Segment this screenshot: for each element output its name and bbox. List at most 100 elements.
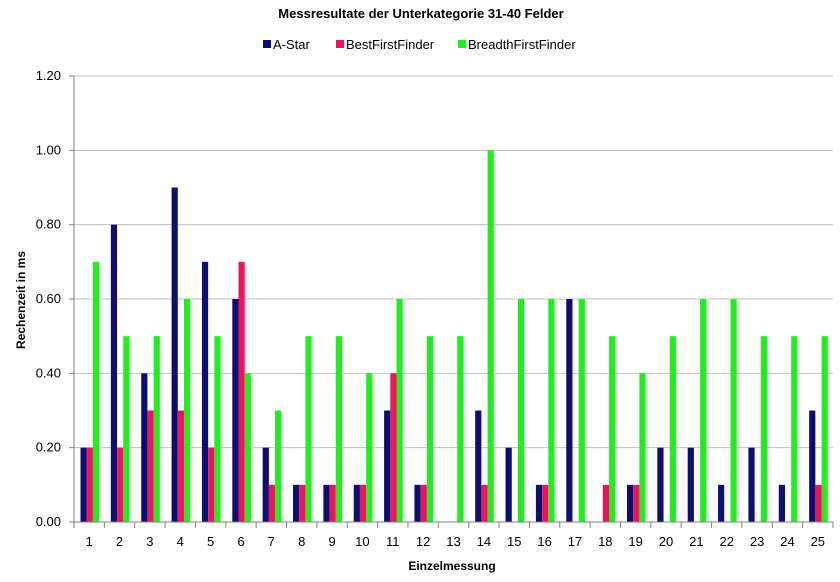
x-tick-label: 18 — [598, 534, 612, 549]
x-tick-label: 2 — [116, 534, 123, 549]
x-tick-label: 9 — [328, 534, 335, 549]
bar-breadthfirstfinder-18 — [609, 336, 616, 522]
bar-breadthfirstfinder-7 — [275, 410, 282, 522]
bar-a-star-5 — [201, 261, 209, 522]
x-tick-label: 19 — [628, 534, 642, 549]
bar-breadthfirstfinder-4 — [183, 299, 191, 522]
bar-breadthfirstfinder-22 — [730, 299, 737, 522]
x-axis-title: Einzelmessung — [408, 559, 495, 573]
legend-swatch-bestfirstfinder — [336, 40, 344, 48]
bar-bestfirstfinder-7 — [268, 484, 276, 522]
y-tick-label: 0.80 — [36, 217, 61, 232]
bar-a-star-19 — [626, 484, 634, 522]
x-tick-label: 10 — [355, 534, 369, 549]
y-tick-label: 1.20 — [36, 68, 61, 83]
bar-bestfirstfinder-19 — [633, 484, 640, 522]
y-tick-label: 0.40 — [36, 365, 61, 380]
y-tick-label: 0.20 — [36, 440, 61, 455]
bar-a-star-17 — [566, 299, 573, 522]
x-tick-label: 11 — [386, 534, 400, 549]
bar-a-star-4 — [171, 187, 178, 522]
bar-breadthfirstfinder-25 — [821, 336, 828, 522]
y-tick-label: 0.60 — [36, 291, 61, 306]
chart-title: Messresultate der Unterkategorie 31-40 F… — [278, 6, 563, 21]
bar-breadthfirstfinder-15 — [517, 299, 525, 522]
x-tick-label: 20 — [659, 534, 673, 549]
bar-bestfirstfinder-6 — [238, 261, 245, 522]
legend-swatch-breadthfirstfinder — [458, 40, 466, 48]
bar-bestfirstfinder-1 — [86, 447, 93, 522]
bar-a-star-3 — [141, 373, 148, 522]
y-axis-tick-labels: 0.00 0.20 0.40 0.60 0.80 1.00 1.20 — [36, 68, 61, 529]
bar-bestfirstfinder-5 — [208, 447, 215, 522]
bar-breadthfirstfinder-12 — [426, 336, 434, 522]
x-tick-label: 21 — [689, 534, 703, 549]
axes — [69, 75, 834, 528]
bar-bestfirstfinder-25 — [815, 484, 822, 522]
bars — [80, 150, 828, 523]
x-tick-label: 3 — [146, 534, 153, 549]
bar-bestfirstfinder-3 — [147, 410, 154, 522]
bar-breadthfirstfinder-3 — [153, 336, 160, 522]
bar-a-star-9 — [323, 484, 330, 522]
bar-a-star-1 — [80, 447, 87, 522]
y-tick-label: 0.00 — [36, 514, 61, 529]
bar-breadthfirstfinder-6 — [244, 373, 251, 522]
bar-bestfirstfinder-18 — [602, 484, 610, 522]
bar-breadthfirstfinder-11 — [396, 299, 403, 522]
x-tick-label: 5 — [207, 534, 214, 549]
x-tick-label: 16 — [537, 534, 551, 549]
x-tick-label: 23 — [750, 534, 764, 549]
bar-bestfirstfinder-16 — [542, 484, 549, 522]
bar-a-star-22 — [718, 484, 725, 522]
bar-a-star-7 — [262, 447, 269, 522]
legend-swatch-a-star — [263, 40, 271, 48]
bar-breadthfirstfinder-14 — [487, 150, 494, 523]
bar-breadthfirstfinder-13 — [457, 336, 464, 522]
bar-breadthfirstfinder-23 — [760, 336, 768, 522]
bar-breadthfirstfinder-19 — [639, 373, 646, 522]
x-axis-tick-labels: 1 2 3 4 5 6 7 8 9 10 11 12 13 14 15 16 17 18 19 20 21 22 23 24 2… — [86, 534, 825, 549]
bar-bestfirstfinder-12 — [420, 484, 427, 522]
bar-breadthfirstfinder-5 — [214, 336, 221, 522]
bar-a-star-6 — [232, 299, 239, 522]
bar-a-star-2 — [110, 224, 118, 522]
x-tick-label: 24 — [780, 534, 794, 549]
bar-a-star-11 — [384, 410, 391, 522]
bar-breadthfirstfinder-9 — [335, 336, 342, 522]
bar-bestfirstfinder-11 — [390, 373, 397, 522]
bar-breadthfirstfinder-1 — [92, 261, 100, 522]
bar-a-star-24 — [778, 484, 785, 522]
bar-a-star-23 — [748, 447, 755, 522]
bar-bestfirstfinder-8 — [299, 484, 306, 522]
x-tick-label: 7 — [268, 534, 275, 549]
bar-bestfirstfinder-4 — [177, 410, 184, 522]
bar-a-star-21 — [687, 447, 694, 522]
bar-breadthfirstfinder-24 — [791, 336, 798, 522]
x-tick-label: 12 — [416, 534, 430, 549]
bar-a-star-25 — [809, 410, 816, 522]
legend: A-Star BestFirstFinder BreadthFirstFinder — [263, 37, 576, 52]
bar-a-star-12 — [414, 484, 421, 522]
x-tick-label: 17 — [568, 534, 582, 549]
bar-a-star-14 — [475, 410, 482, 522]
bar-breadthfirstfinder-20 — [669, 336, 676, 522]
x-tick-label: 15 — [507, 534, 521, 549]
bar-a-star-20 — [657, 447, 664, 522]
bar-breadthfirstfinder-17 — [578, 299, 585, 522]
bar-breadthfirstfinder-21 — [700, 299, 707, 522]
x-tick-label: 1 — [86, 534, 93, 549]
legend-label-a-star: A-Star — [273, 37, 311, 52]
legend-label-breadthfirstfinder: BreadthFirstFinder — [468, 37, 576, 52]
bar-a-star-8 — [293, 484, 300, 522]
x-tick-label: 25 — [811, 534, 825, 549]
bar-a-star-10 — [353, 484, 360, 522]
bar-breadthfirstfinder-10 — [366, 373, 373, 522]
x-tick-label: 13 — [446, 534, 460, 549]
bar-bestfirstfinder-14 — [481, 484, 488, 522]
legend-label-bestfirstfinder: BestFirstFinder — [346, 37, 435, 52]
x-tick-label: 8 — [298, 534, 305, 549]
bar-breadthfirstfinder-8 — [305, 336, 312, 522]
bar-breadthfirstfinder-2 — [123, 336, 130, 522]
